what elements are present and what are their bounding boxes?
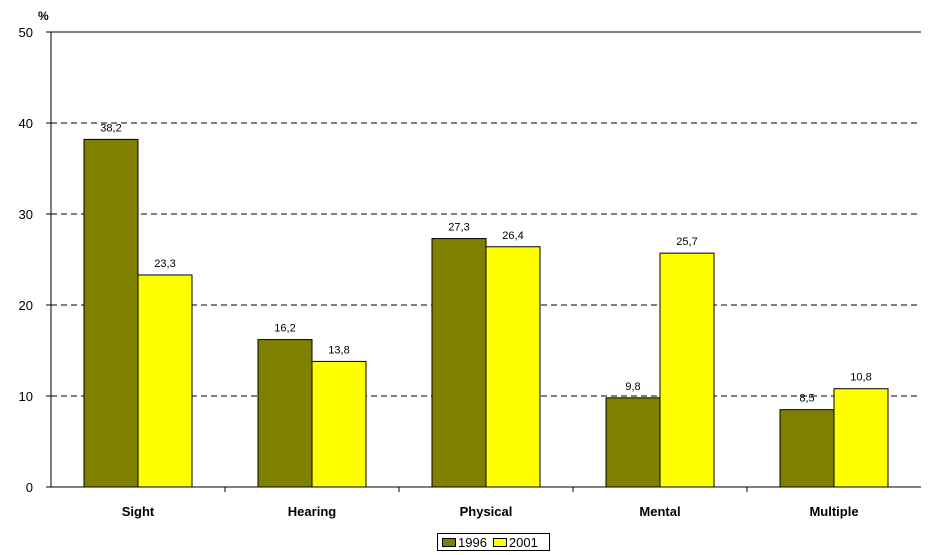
x-tick-label-physical: Physical <box>460 504 513 519</box>
data-label-1996-multiple: 8,5 <box>799 393 814 405</box>
bar-1996-mental <box>605 397 661 488</box>
bar-1996-hearing <box>257 339 313 488</box>
data-label-2001-multiple: 10,8 <box>850 372 871 384</box>
legend-swatch-1996 <box>442 537 456 547</box>
y-tick-label-20: 20 <box>19 298 33 313</box>
data-label-1996-sight: 38,2 <box>100 122 121 134</box>
data-label-2001-sight: 23,3 <box>154 258 175 270</box>
legend-label-2001: 2001 <box>508 534 538 550</box>
legend: 1996 2001 <box>437 533 550 551</box>
data-label-2001-hearing: 13,8 <box>328 344 349 356</box>
x-tick-label-sight: Sight <box>122 504 155 519</box>
legend-item-1996: 1996 <box>442 535 487 550</box>
bar-2001-physical <box>485 246 541 488</box>
x-tick-label-mental: Mental <box>639 504 680 519</box>
y-tick-label-50: 50 <box>19 25 33 40</box>
data-label-1996-mental: 9,8 <box>625 381 640 393</box>
y-tick-label-10: 10 <box>19 389 33 404</box>
y-tick-label-30: 30 <box>19 207 33 222</box>
data-label-2001-mental: 25,7 <box>676 236 697 248</box>
x-tick-label-hearing: Hearing <box>288 504 336 519</box>
y-tick-label-40: 40 <box>19 116 33 131</box>
bar-2001-mental <box>659 252 715 488</box>
bars <box>83 138 889 488</box>
y-unit-label: % <box>38 9 49 23</box>
bar-2001-hearing <box>311 360 367 488</box>
legend-label-1996: 1996 <box>458 534 487 550</box>
bar-1996-physical <box>431 238 487 488</box>
data-label-1996-hearing: 16,2 <box>274 323 295 335</box>
bar-2001-sight <box>137 274 193 488</box>
legend-item-2001: 2001 <box>492 534 538 550</box>
data-label-2001-physical: 26,4 <box>502 230 523 242</box>
x-tick-label-multiple: Multiple <box>809 504 858 519</box>
bar-1996-multiple <box>779 409 835 488</box>
y-tick-label-0: 0 <box>26 480 33 495</box>
labels: 0 10 20 30 40 50 Sight 38,2 23,3 Hearing 16,2 13,8 P… <box>19 25 872 519</box>
bar-1996-sight <box>83 138 139 488</box>
legend-swatch-2001 <box>492 537 507 547</box>
bar-2001-multiple <box>833 388 889 488</box>
data-label-1996-physical: 27,3 <box>448 222 469 234</box>
